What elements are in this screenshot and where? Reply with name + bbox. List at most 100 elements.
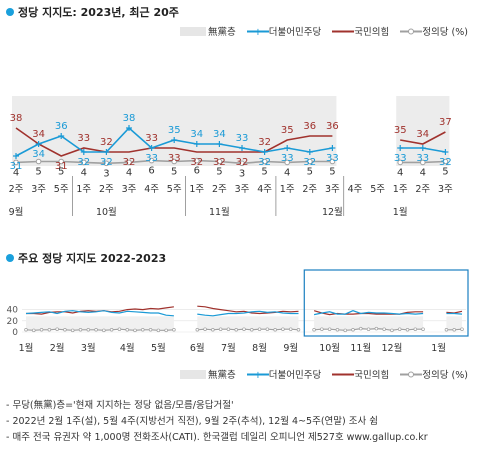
- ppp-value-label: 36: [326, 121, 339, 132]
- no-party-area: [314, 316, 424, 330]
- justice-marker: [460, 327, 464, 331]
- democratic-value-label: 36: [55, 121, 68, 132]
- x-tick-label: 1주: [76, 184, 91, 195]
- justice-marker: [39, 328, 44, 332]
- justice-value-label: 5: [442, 167, 448, 178]
- x-tick-label: 4주: [348, 184, 363, 195]
- x-tick-label: 2주: [99, 184, 114, 195]
- justice-marker: [296, 328, 301, 332]
- bullet-dot-icon: [6, 8, 14, 16]
- no-party-area: [26, 316, 174, 330]
- ppp-value-label: 32: [123, 157, 136, 168]
- justice-marker: [442, 158, 449, 165]
- justice-marker: [390, 328, 394, 333]
- justice-marker: [265, 327, 270, 331]
- justice-marker: [109, 328, 114, 332]
- month-label: 7월: [221, 342, 236, 354]
- justice-marker: [218, 327, 223, 331]
- justice-marker: [24, 328, 28, 332]
- legend-item-democratic: + 더불어민주당: [246, 370, 322, 381]
- democratic-value-label: 35: [168, 125, 181, 136]
- justice-value-label: 5: [329, 167, 335, 178]
- justice-value-label: 6: [148, 166, 154, 177]
- month-label: 9월: [283, 342, 298, 354]
- month-label: 12월: [382, 342, 403, 354]
- top-legend: 無黨층 + 더불어민주당 국민의힘 정의당 (%): [172, 24, 468, 38]
- month-label: 10월: [96, 206, 117, 218]
- bottom-chart-title-text: 주요 정당 지지도 2022-2023: [18, 252, 167, 265]
- democratic-value-label: 33: [416, 153, 429, 164]
- bottom-chart-title: 주요 정당 지지도 2022-2023: [6, 250, 166, 266]
- ppp-value-label: 32: [213, 157, 226, 168]
- democratic-line: [197, 310, 299, 317]
- ppp-line: [15, 127, 333, 157]
- justice-value-label: 4: [81, 167, 87, 178]
- ppp-value-label: 33: [168, 153, 181, 164]
- ppp-value-label: 32: [236, 157, 249, 168]
- month-label: 3월: [81, 342, 96, 354]
- month-label: 5월: [151, 342, 166, 354]
- x-tick-label: 2주: [212, 184, 227, 195]
- footnote: - 매주 전국 유권자 약 1,000명 전화조사(CATI). 한국갤럽 데일…: [6, 432, 428, 443]
- legend-item-none: 無黨층: [180, 367, 236, 381]
- democratic-value-label: 34: [213, 129, 226, 140]
- justice-marker: [35, 158, 42, 165]
- ppp-line: [313, 310, 424, 316]
- justice-marker: [172, 328, 176, 332]
- justice-value-label: 3: [239, 168, 245, 179]
- ppp-value-label: 35: [394, 125, 407, 136]
- justice-marker: [382, 327, 386, 331]
- democratic-value-label: 33: [281, 153, 294, 164]
- justice-marker: [216, 158, 223, 165]
- ppp-value-label: 36: [303, 121, 316, 132]
- justice-marker: [397, 159, 404, 166]
- justice-marker: [171, 158, 177, 165]
- democratic-value-label: 33: [326, 153, 339, 164]
- month-label: 1월: [393, 206, 408, 218]
- month-label: 2월: [50, 342, 65, 354]
- justice-marker: [312, 328, 316, 332]
- x-tick-label: 5주: [370, 184, 385, 195]
- justice-marker: [242, 327, 246, 331]
- justice-marker: [86, 328, 91, 332]
- justice-marker: [226, 327, 231, 331]
- footnote: - 2022년 2월 1주(설), 5월 4주(지방선거 직전), 9월 2주(…: [6, 416, 378, 427]
- ppp-value-label: 34: [416, 129, 429, 140]
- justice-marker: [103, 160, 110, 167]
- y-tick-label: 40: [7, 306, 19, 316]
- democratic-value-label: 34: [190, 129, 203, 140]
- ppp-line: [400, 131, 446, 145]
- month-label: 11월: [350, 342, 371, 354]
- x-tick-label: 1주: [189, 184, 204, 195]
- top-chart: 3138434345363153233432323383243333635335…: [9, 96, 453, 218]
- justice-marker: [444, 328, 449, 332]
- justice-marker: [359, 326, 363, 331]
- justice-marker: [47, 328, 52, 332]
- justice-marker: [366, 327, 371, 331]
- no-party-area: [446, 316, 462, 330]
- democratic-value-label: 31: [10, 161, 23, 172]
- x-tick-label: 3주: [438, 184, 453, 195]
- justice-marker: [13, 159, 19, 166]
- legend-item-democratic: + 더불어민주당: [246, 27, 322, 38]
- democratic-value-label: 32: [77, 157, 90, 168]
- justice-marker: [148, 328, 153, 332]
- legend-item-justice: 정의당 (%): [400, 24, 468, 38]
- ppp-value-label: 32: [258, 137, 271, 148]
- justice-marker: [413, 327, 418, 331]
- justice-marker: [374, 326, 379, 331]
- justice-value-label: 4: [13, 167, 19, 178]
- no-party-area: [396, 96, 450, 166]
- month-label: 1월: [431, 342, 446, 354]
- x-tick-label: 3주: [122, 184, 137, 195]
- justice-marker: [405, 328, 410, 332]
- justice-marker: [133, 328, 137, 333]
- justice-value-label: 6: [194, 166, 200, 177]
- x-tick-label: 3주: [235, 184, 250, 195]
- ppp-line: [446, 310, 463, 314]
- democratic-value-label: 38: [123, 113, 136, 124]
- justice-marker: [284, 159, 291, 166]
- justice-marker: [335, 328, 340, 332]
- footnote: - 무당(無黨)층='현재 지지하는 정당 없음/모름/응답거절': [6, 400, 234, 411]
- month-label: 9월: [9, 206, 24, 218]
